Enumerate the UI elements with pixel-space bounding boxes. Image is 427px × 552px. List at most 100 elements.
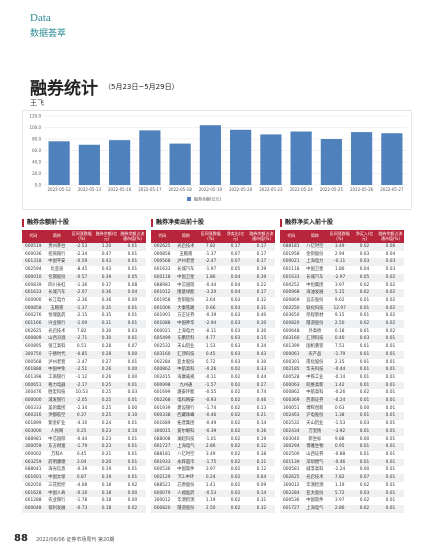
table-cell: 0.00 [118,350,146,359]
table-cell: 0.02 [376,304,404,313]
bar [139,130,161,185]
table-cell: 华测检测 [306,482,324,488]
table-cell: 688521 [154,482,171,488]
table-cell: 五粮液 [44,304,70,313]
table-cell: 永辉超市 [173,458,199,467]
table-cell: 002268 [151,397,174,405]
table-cell: 0.35 [94,304,119,313]
table-cell: 0.02 [376,273,404,282]
table-cell: 光启技术 [173,243,199,251]
table-row: 000651 格力电器 -2.17 0.25 0.01 [22,381,146,390]
table-cell: 0.02 [230,451,241,457]
table-cell: 电科网安 [173,397,199,405]
table-block: 融券净买入前十股 代码 简称 区间涨跌幅(%) 净买入(亿元) 融券余额占流通市值(%) 6… [280,219,404,513]
table-cell: 0.01 [359,313,370,319]
table-cell: 2.50 [327,320,353,328]
table-cell: -2.51 [69,366,95,374]
table-cell: 泸州老窖 [48,359,66,365]
table-cell: 0.05 [230,267,241,273]
table-cell: 0.32 [247,504,275,513]
table-cell: 0.21 [247,412,275,421]
data-table: 代码 简称 区间涨跌幅(%) 融券余额(亿元) 融券余额占流通市值(%) 600519 贵州… [22,230,146,513]
table-cell: 600528 [283,374,300,380]
table-row: 002434 万里扬 -3.92 0.01 0.01 [280,427,404,436]
table-row: 000333 美的集团 -2.34 0.25 0.00 [22,405,146,413]
table-cell: 药明康德 [44,458,70,467]
table-cell: 洪都航空 [44,412,70,421]
table-cell: -1.79 [69,443,95,451]
table-cell: 601689 [154,421,171,427]
table-cell: 0.01 [352,412,377,421]
table-row: 601633 长城汽车 -2.07 0.36 0.04 [22,289,146,297]
table-cell: 0.04 [223,289,248,297]
table-row: 600862 中航高科 -0.26 0.02 0.01 [280,389,404,397]
table-cell: 0.01 [385,421,396,427]
table-cell: 0.02 [359,390,370,396]
table-row: 600010 包钢股份 -0.57 0.39 0.05 [22,273,146,282]
x-tick-label: 2022-05-27 [380,187,404,192]
table-row: 688008 澜起科技 -1.01 0.02 0.19 [151,436,275,444]
table-cell: 000651 [22,381,45,390]
table-cell: 605499 [151,335,174,344]
table-cell: 中国平安 [44,258,70,267]
table-cell: 0.43 [247,350,275,359]
table-cell: 0.01 [359,451,370,457]
table-cell: 深圳燃气 [302,458,328,467]
table-cell: 600118 [151,273,174,282]
table-cell: 张江高科 [48,344,66,350]
table-row: 600519 贵州茅台 -2.53 1.20 0.01 [22,243,146,251]
table-cell: 0.01 [127,267,138,273]
table-cell: 0.46 [247,397,275,405]
table-cell: 0.18 [334,328,345,334]
table-row: 603160 汇顶科技 0.40 0.03 0.01 [280,335,404,344]
table-cell: 0.12 [247,443,275,451]
table-cell: 工商银行 [48,374,66,380]
table-cell: 0.01 [385,374,396,380]
table-cell: 603160 [280,335,303,344]
table-cell: 9.62 [334,297,345,303]
table-cell: 0.00 [359,436,370,442]
x-tick-label: 2022-05-26 [350,187,374,192]
table-cell: 外高桥 [308,328,322,334]
table-cell: 0.01 [352,397,377,405]
table-cell: 彤程新材 [306,313,324,319]
table-cell: 0.23 [94,427,119,436]
table-row: 601006 大秦铁路 0.66 0.03 0.31 [151,304,275,313]
table-cell: 603650 [283,313,300,319]
table-cell: 0.03 [223,304,248,313]
table-cell: 600021 [280,258,303,267]
table-cell: 0.10 [118,412,146,421]
table-cell: 0.07 [230,251,241,257]
table-row: 000858 五粮液 -1.37 0.07 0.17 [151,251,275,259]
table-row: 300012 华测检测 1.19 0.02 0.31 [151,497,275,505]
table-cell: 1.41 [205,482,216,488]
table-cell: 人福医药 [173,489,199,498]
table-cell: -0.26 [334,390,346,396]
table-cell: 601006 [151,304,174,313]
table-cell: 0.12 [256,467,267,473]
table-cell: -2.15 [76,313,88,319]
table-cell: 1.53 [205,344,216,350]
table-row: 002463 沪电股份 1.38 0.01 0.01 [280,412,404,421]
table-cell: 300059 [22,443,45,451]
table-cell: 0.02 [127,482,138,488]
table-cell: 0.01 [118,304,146,313]
table-cell: 上海电气 [173,443,199,451]
column-header: 简称 [173,230,199,243]
table-cell: 0.08 [127,282,138,288]
table-cell: 0.01 [118,397,146,405]
table-cell: 1.19 [334,482,345,488]
table-row: 600820 隧道股份 2.50 0.02 0.02 [280,320,404,328]
table-cell: -0.55 [205,390,217,396]
table-cell: 0.02 [359,498,370,504]
table-cell: -3.92 [327,427,353,436]
table-cell: 0.25 [69,427,95,436]
table-cell: 601958 [283,251,300,257]
table-cell: 601633 [22,289,45,297]
y-tick-label: 100.0 [30,125,42,130]
table-cell: -1.75 [198,458,224,467]
column-header: 代码 [280,230,303,243]
column-header: 融券余额占流通市值(%) [247,230,275,243]
table-cell: 兴业银行 [44,320,70,328]
header-row: 代码 简称 区间涨跌幅(%) 净卖出(亿元) 融券余额占流通市值(%) [151,230,275,243]
